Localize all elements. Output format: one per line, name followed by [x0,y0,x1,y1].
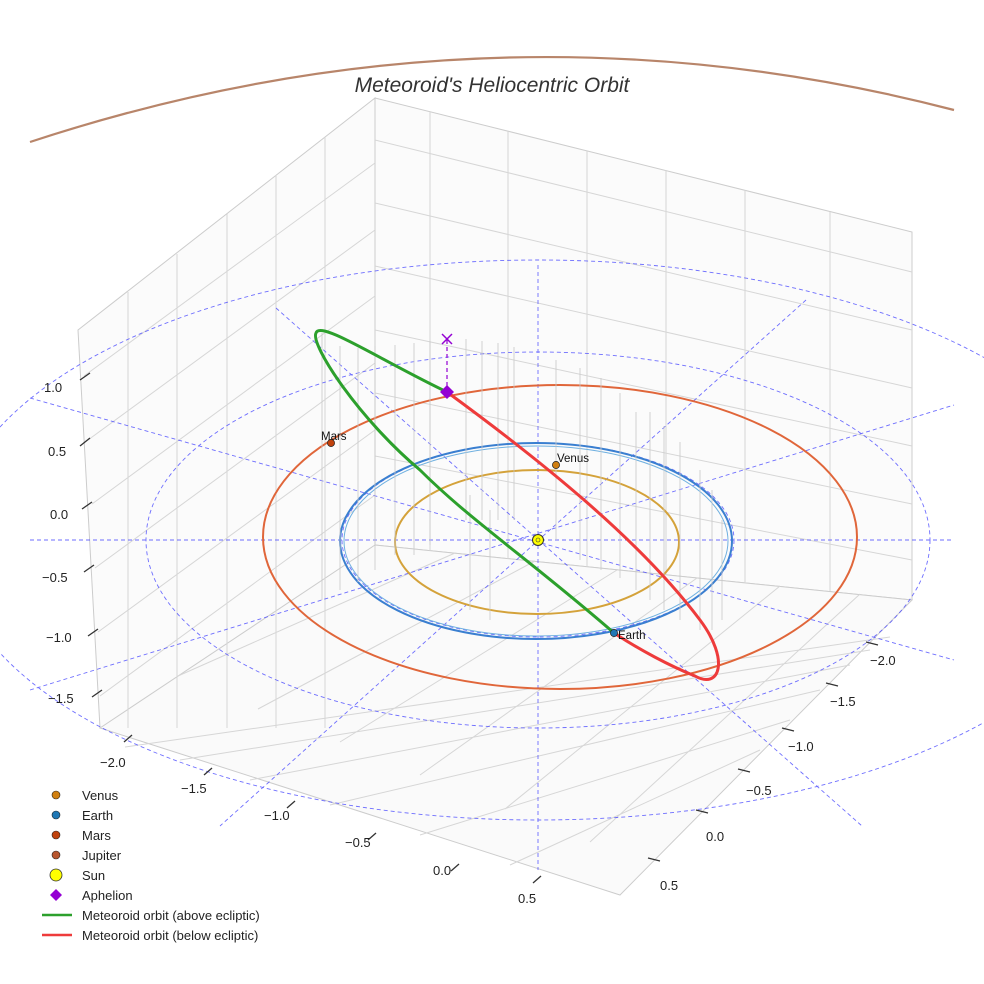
drop-lines [321,333,723,630]
sun-legend-icon [49,868,63,882]
axes-grid [77,96,914,896]
y-tick-label: −1.0 [788,739,814,754]
x-tick-label: −2.0 [100,755,126,770]
earth-orbit-inner [343,445,729,637]
jupiter-legend-icon [51,850,61,860]
legend-label: Mars [82,827,111,843]
meteoroid-orbit-below [446,390,720,681]
ref-spoke-3 [29,397,955,661]
y-tick-label: −2.0 [870,653,896,668]
earth-label: Earth [618,630,646,642]
z-tick-label: 1.0 [44,380,62,395]
z-tick-label: −1.0 [46,630,72,645]
earth-point [610,629,618,637]
sun-core [535,537,541,543]
y-tick-label: −1.5 [830,694,856,709]
legend-item-aphelion: Aphelion [38,885,260,905]
legend-label: Meteoroid orbit (below ecliptic) [82,927,259,943]
green-line-legend-icon [42,913,72,917]
legend-item-jupiter: Jupiter [38,845,260,865]
legend-label: Aphelion [82,887,133,903]
mars-label: Mars [321,431,347,443]
x-tick-labels: −2.0 −1.5 −1.0 −0.5 0.0 0.5 [100,755,536,906]
grid-pane-back [374,97,913,601]
x-tick-label: 0.0 [433,863,451,878]
y-tick-label: −0.5 [746,783,772,798]
mars-point [327,439,335,447]
grid-floor-lines [124,552,891,866]
z-axis-ticks [79,372,103,698]
venus-point [552,461,560,469]
legend-item-orbit-above: Meteoroid orbit (above ecliptic) [38,905,260,925]
x-tick-label: −0.5 [345,835,371,850]
ecliptic-reference-grid [0,259,984,870]
legend-label: Jupiter [82,847,122,863]
grid-left-horizontals [83,162,376,697]
earth-legend-icon [51,810,61,820]
red-line-legend-icon [42,933,72,937]
venus-label: Venus [557,453,589,465]
jupiter-orbit [29,55,955,144]
z-tick-label: −0.5 [42,570,68,585]
legend-label: Venus [82,787,119,803]
grid-back-horizontals [374,139,913,561]
z-tick-labels: 1.0 0.5 0.0 −0.5 −1.0 −1.5 [42,380,74,706]
legend-label: Sun [82,867,106,883]
z-tick-label: 0.0 [50,507,68,522]
grid-back-verticals [429,112,831,591]
z-tick-label: 0.5 [48,444,66,459]
legend: Venus Earth Mars Jupiter Sun Aphelion Me… [38,785,260,945]
legend-item-earth: Earth [38,805,260,825]
mars-legend-icon [51,830,61,840]
meteoroid-orbit-above [314,329,615,635]
diamond-legend-icon [50,889,62,901]
y-tick-labels: −2.0 −1.5 −1.0 −0.5 0.0 0.5 [660,653,896,893]
y-axis-ticks [647,641,879,862]
ref-spoke-1 [275,307,863,827]
x-axis-ticks [123,734,542,884]
ref-spoke-4 [29,404,955,691]
y-tick-label: 0.5 [660,878,678,893]
legend-item-orbit-below: Meteoroid orbit (below ecliptic) [38,925,260,945]
sun-point [532,534,544,546]
legend-label: Earth [82,807,114,823]
y-tick-label: 0.0 [706,829,724,844]
chart-title: Meteoroid's Heliocentric Orbit [354,74,630,97]
legend-item-sun: Sun [38,865,260,885]
ref-spoke-2 [219,299,807,827]
aphelion-marker [440,385,454,399]
x-tick-label: 0.5 [518,891,536,906]
aphelion-x-marker [441,333,453,345]
legend-item-venus: Venus [38,785,260,805]
x-tick-label: −1.0 [264,808,290,823]
mars-orbit [262,384,858,690]
z-tick-label: −1.5 [48,691,74,706]
venus-legend-icon [51,790,61,800]
legend-item-mars: Mars [38,825,260,845]
x-tick-label: −1.5 [181,781,207,796]
legend-label: Meteoroid orbit (above ecliptic) [82,907,260,923]
